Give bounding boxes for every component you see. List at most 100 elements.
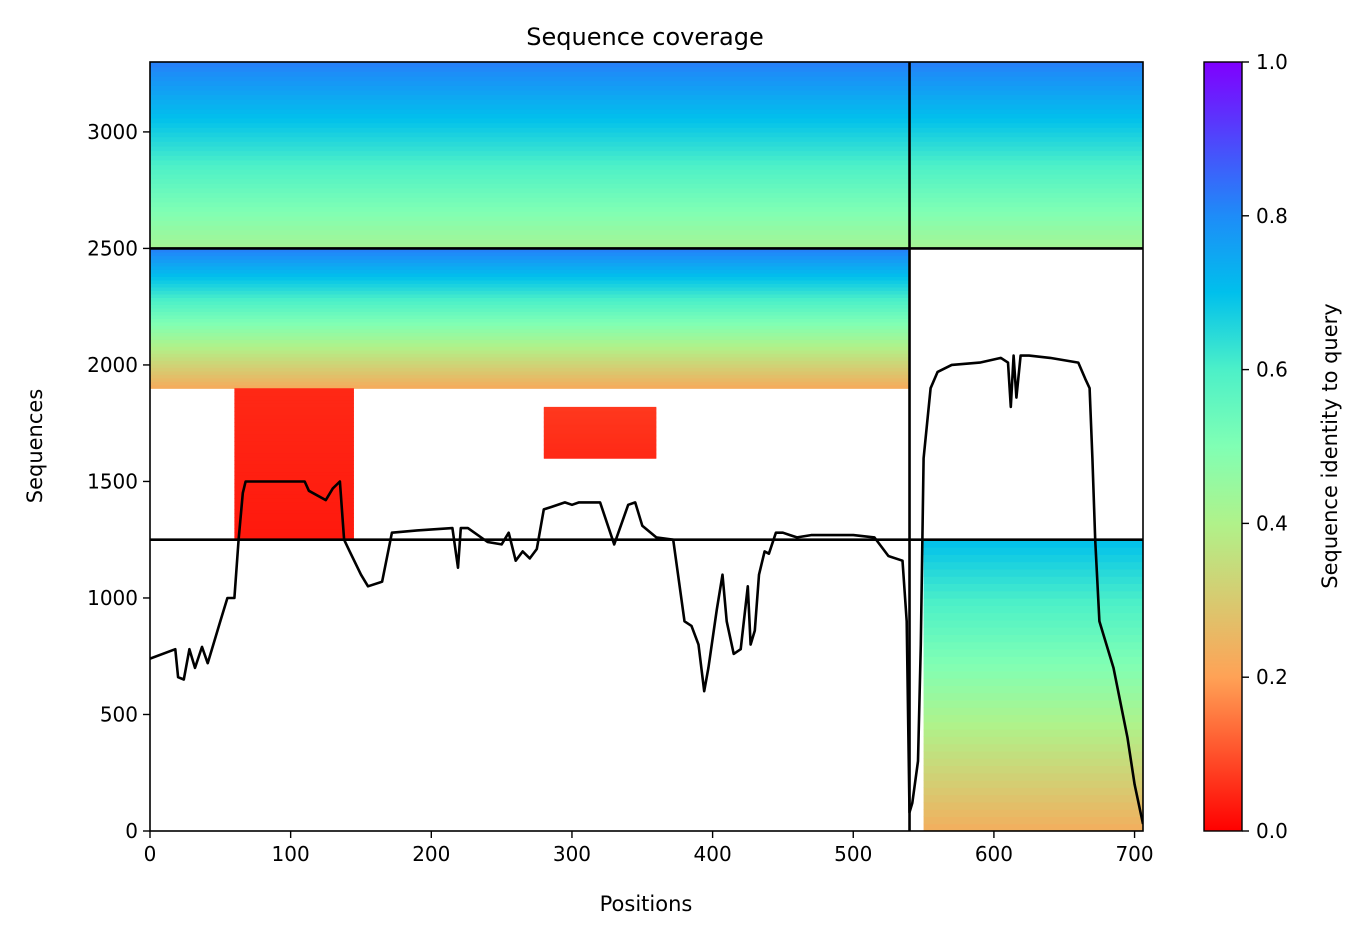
coverage-band (150, 311, 910, 316)
coverage-block-6 (923, 539, 1143, 831)
coverage-band (543, 444, 657, 446)
coverage-band (150, 339, 910, 344)
coverage-band (234, 475, 354, 480)
coverage-band (234, 426, 354, 431)
coverage-band (150, 370, 910, 375)
coverage-band (150, 328, 910, 333)
coverage-band (150, 243, 910, 250)
coverage-band (150, 325, 910, 330)
coverage-band (543, 453, 657, 455)
coverage-block-5 (543, 406, 657, 459)
coverage-band (150, 122, 910, 128)
coverage-band (923, 714, 1143, 723)
coverage-band (909, 66, 1143, 72)
coverage-band (150, 363, 910, 368)
coverage-band (150, 80, 910, 86)
coverage-band (234, 520, 354, 526)
coverage-block-2 (909, 62, 1143, 250)
coverage-band (234, 494, 354, 499)
coverage-band (150, 297, 910, 302)
coverage-band (909, 75, 1143, 82)
coverage-band (923, 743, 1143, 752)
coverage-band (150, 66, 910, 72)
y-tick-label: 3000 (87, 120, 138, 144)
coverage-band (923, 692, 1143, 701)
coverage-band (150, 286, 910, 291)
colorbar-tick-label: 0.6 (1256, 358, 1288, 382)
coverage-band (234, 460, 354, 465)
coverage-band (543, 431, 657, 434)
coverage-band (150, 269, 910, 274)
y-tick-label: 2000 (87, 353, 138, 377)
coverage-band (150, 145, 910, 152)
y-tick-label: 500 (100, 702, 138, 726)
coverage-band (543, 438, 657, 441)
y-tick-label: 0 (125, 819, 138, 843)
coverage-band (923, 612, 1143, 621)
coverage-band (909, 99, 1143, 105)
coverage-band (923, 794, 1143, 803)
coverage-band (543, 417, 657, 420)
coverage-line (150, 354, 1143, 825)
coverage-band (150, 187, 910, 194)
coverage-band (150, 304, 910, 309)
coverage-band (234, 395, 354, 401)
coverage-band (150, 251, 910, 257)
coverage-band (543, 441, 657, 444)
coverage-band (150, 318, 910, 323)
coverage-band (150, 178, 910, 184)
coverage-band (923, 707, 1143, 716)
coverage-band (150, 141, 910, 147)
coverage-band (923, 641, 1143, 650)
coverage-band (543, 454, 657, 457)
coverage-band (234, 410, 354, 416)
coverage-band (923, 685, 1143, 694)
coverage-band (543, 432, 657, 435)
x-tick-label: 500 (834, 842, 872, 866)
coverage-band (150, 374, 910, 379)
coverage-band (909, 201, 1143, 208)
coverage-band (150, 197, 910, 203)
coverage-band (909, 127, 1143, 133)
coverage-band (543, 451, 657, 454)
coverage-band (923, 772, 1143, 781)
coverage-band (543, 424, 657, 427)
coverage-band (543, 419, 657, 422)
coverage-band (150, 192, 910, 198)
coverage-band (150, 75, 910, 82)
coverage-band (150, 173, 910, 180)
coverage-band (234, 486, 354, 492)
coverage-band (923, 597, 1143, 606)
coverage-band (234, 532, 354, 537)
coverage-band (234, 456, 354, 461)
coverage-band (909, 108, 1143, 114)
colorbar-ticks: 0.0 0.2 0.4 0.6 0.8 1.0 (1242, 50, 1288, 843)
coverage-band (234, 441, 354, 446)
y-tick-label: 1000 (87, 586, 138, 610)
coverage-band (543, 435, 657, 437)
coverage-block-1 (150, 62, 910, 250)
coverage-band (150, 127, 910, 133)
coverage-band (909, 187, 1143, 194)
coverage-band (543, 436, 657, 439)
coverage-band (150, 220, 910, 226)
coverage-band (234, 445, 354, 450)
coverage-band (150, 211, 910, 217)
coverage-band (150, 136, 910, 142)
coverage-heatmap (150, 62, 1143, 831)
coverage-band (909, 113, 1143, 119)
coverage-band (234, 509, 354, 514)
coverage-band (543, 418, 657, 421)
coverage-band (150, 307, 910, 312)
coverage-band (923, 546, 1143, 555)
coverage-band (909, 80, 1143, 86)
coverage-band (909, 206, 1143, 212)
coverage-band (234, 448, 354, 454)
coverage-band (150, 234, 910, 240)
coverage-band (923, 816, 1143, 825)
coverage-band (150, 346, 910, 351)
plot-frame (149, 61, 1144, 832)
coverage-band (923, 648, 1143, 657)
coverage-band (909, 89, 1143, 96)
